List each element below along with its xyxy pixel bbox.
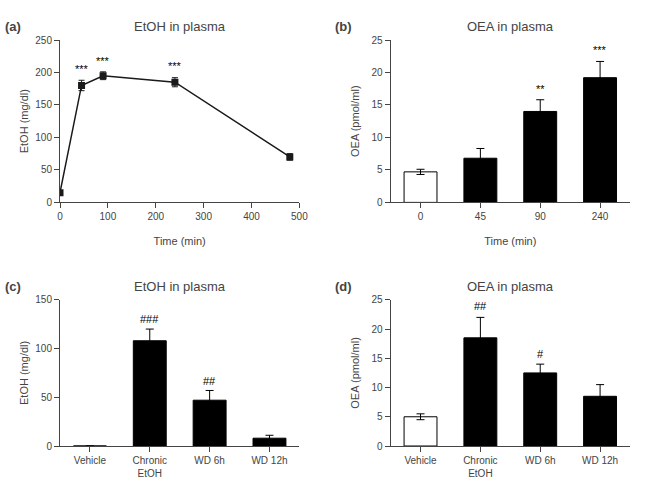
svg-text:50: 50 [41, 392, 53, 403]
svg-text:**: ** [536, 83, 545, 95]
svg-text:15: 15 [371, 99, 383, 110]
svg-text:#: # [537, 348, 544, 360]
svg-text:200: 200 [35, 67, 52, 78]
svg-text:240: 240 [592, 211, 609, 222]
svg-text:25: 25 [371, 35, 383, 46]
svg-text:5: 5 [377, 164, 383, 175]
svg-text:250: 250 [35, 35, 52, 46]
svg-text:(c): (c) [5, 279, 21, 294]
svg-text:150: 150 [35, 294, 52, 305]
svg-text:OEA (pmol/ml): OEA (pmol/ml) [349, 85, 361, 157]
svg-text:10: 10 [371, 382, 383, 393]
svg-text:(b): (b) [335, 19, 352, 34]
svg-text:OEA (pmol/ml): OEA (pmol/ml) [349, 337, 361, 409]
svg-text:300: 300 [195, 211, 212, 222]
svg-text:Time (min): Time (min) [154, 235, 206, 247]
svg-text:(a): (a) [5, 19, 21, 34]
svg-text:10: 10 [371, 132, 383, 143]
svg-text:(d): (d) [335, 279, 352, 294]
svg-text:EtOH (mg/dl): EtOH (mg/dl) [18, 89, 30, 153]
svg-text:EtOH (mg/dl): EtOH (mg/dl) [18, 341, 30, 405]
svg-text:ChronicEtOH: ChronicEtOH [133, 455, 167, 479]
svg-text:###: ### [140, 313, 159, 325]
svg-text:##: ## [474, 300, 487, 312]
svg-text:90: 90 [535, 211, 547, 222]
svg-text:200: 200 [147, 211, 164, 222]
svg-text:20: 20 [371, 324, 383, 335]
svg-text:***: *** [75, 63, 89, 75]
svg-text:100: 100 [35, 132, 52, 143]
svg-text:***: *** [593, 44, 607, 56]
svg-text:45: 45 [475, 211, 487, 222]
svg-text:0: 0 [377, 441, 383, 452]
svg-text:WD 12h: WD 12h [251, 455, 287, 466]
svg-text:***: *** [168, 60, 182, 72]
svg-text:OEA in plasma: OEA in plasma [467, 19, 554, 34]
svg-text:100: 100 [35, 343, 52, 354]
svg-text:EtOH in plasma: EtOH in plasma [134, 279, 226, 294]
svg-text:25: 25 [371, 294, 383, 305]
svg-text:***: *** [96, 55, 110, 67]
svg-text:100: 100 [100, 211, 117, 222]
svg-text:0: 0 [57, 211, 63, 222]
svg-text:WD 12h: WD 12h [582, 455, 618, 466]
svg-text:Vehicle: Vehicle [74, 455, 107, 466]
svg-text:EtOH in plasma: EtOH in plasma [134, 19, 226, 34]
svg-text:Vehicle: Vehicle [404, 455, 437, 466]
svg-text:500: 500 [291, 211, 308, 222]
svg-text:OEA in plasma: OEA in plasma [467, 279, 554, 294]
svg-text:ChronicEtOH: ChronicEtOH [463, 455, 497, 479]
svg-text:20: 20 [371, 67, 383, 78]
svg-text:WD 6h: WD 6h [525, 455, 556, 466]
svg-text:##: ## [203, 375, 216, 387]
svg-text:Time (min): Time (min) [484, 235, 536, 247]
svg-text:0: 0 [46, 197, 52, 208]
svg-text:5: 5 [377, 411, 383, 422]
svg-text:50: 50 [41, 164, 53, 175]
svg-text:WD 6h: WD 6h [194, 455, 225, 466]
svg-text:0: 0 [46, 441, 52, 452]
svg-text:150: 150 [35, 99, 52, 110]
svg-text:0: 0 [418, 211, 424, 222]
svg-text:400: 400 [243, 211, 260, 222]
svg-text:15: 15 [371, 353, 383, 364]
svg-text:0: 0 [377, 197, 383, 208]
